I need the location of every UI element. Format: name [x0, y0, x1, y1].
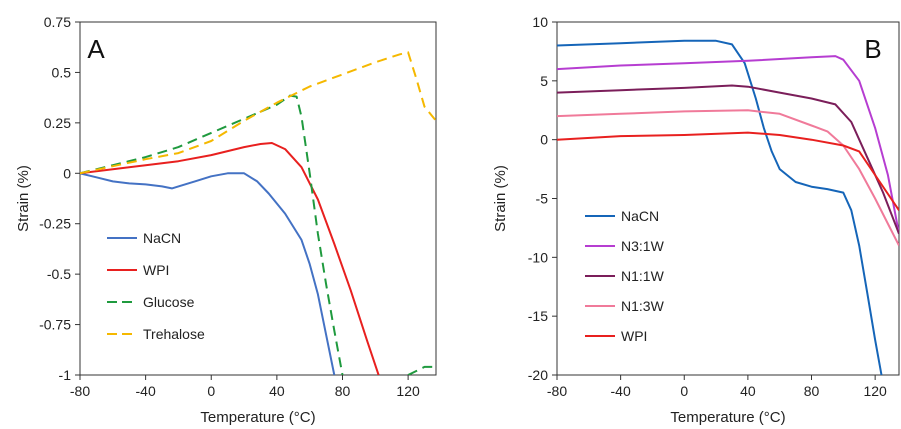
- y-tick-label: -5: [536, 191, 549, 207]
- legend-label: N1:3W: [621, 298, 665, 314]
- x-tick-label: 0: [680, 383, 688, 399]
- y-tick-label: 10: [532, 14, 548, 30]
- series-line-n1-1w: [557, 84, 899, 235]
- y-axis-title: Strain (%): [492, 165, 509, 232]
- x-tick-label: 80: [804, 383, 820, 399]
- series-line-n3-1w: [557, 55, 899, 234]
- legend-label: NaCN: [143, 230, 181, 246]
- x-axis-title: Temperature (°C): [200, 409, 315, 426]
- y-tick-label: 0.75: [44, 14, 71, 30]
- x-tick-label: -80: [547, 383, 567, 399]
- series-line-wpi: [557, 131, 899, 211]
- x-tick-label: 0: [207, 383, 215, 399]
- series-lines: [557, 39, 899, 375]
- y-tick-label: -20: [528, 367, 548, 383]
- series-line-glucose: [407, 365, 436, 375]
- y-axis-title: Strain (%): [15, 165, 32, 232]
- legend-label: Glucose: [143, 294, 195, 310]
- legend-label: WPI: [621, 328, 647, 344]
- y-tick-label: 0.5: [52, 64, 72, 80]
- x-tick-label: -40: [136, 383, 156, 399]
- series-line-trehalose: [80, 51, 436, 175]
- series-line-wpi: [80, 142, 380, 375]
- y-tick-label: 0: [540, 132, 548, 148]
- series-line-nacn: [557, 39, 883, 375]
- y-tick-label: 0.25: [44, 115, 71, 131]
- panel-letter: A: [87, 34, 105, 64]
- x-tick-label: 40: [269, 383, 285, 399]
- y-tick-label: -0.5: [47, 266, 71, 282]
- y-tick-label: -15: [528, 308, 548, 324]
- panel-letter: B: [864, 34, 881, 64]
- plot-frame: [79, 21, 437, 376]
- x-tick-label: -40: [611, 383, 631, 399]
- legend-label: NaCN: [621, 208, 659, 224]
- legend-label: WPI: [143, 262, 169, 278]
- x-tick-label: 120: [863, 383, 887, 399]
- legend-label: N1:1W: [621, 268, 665, 284]
- series-line-nacn: [80, 172, 336, 375]
- x-tick-label: 80: [335, 383, 351, 399]
- series-line-glucose: [80, 94, 344, 375]
- plot-frame: [556, 21, 900, 376]
- y-tick-label: -1: [59, 367, 72, 383]
- x-axis-title: Temperature (°C): [670, 409, 785, 426]
- chart-panel-b: 10 5 0 -5 -10 -15 -20-80 -40 0 40 80 120 Temperature…: [492, 14, 900, 426]
- y-tick-label: 5: [540, 73, 548, 89]
- y-tick-label: 0: [63, 165, 71, 181]
- y-tick-label: -0.75: [39, 317, 71, 333]
- chart-panel-a: 0.75 0.5 0.25 0 -0.25 -0.5 -0.75 -1-80 -40 0 40 80 1…: [15, 14, 437, 426]
- legend-label: N3:1W: [621, 238, 665, 254]
- series-line-n1-3w: [557, 109, 899, 247]
- x-tick-label: -80: [70, 383, 90, 399]
- x-tick-label: 40: [740, 383, 756, 399]
- x-tick-label: 120: [396, 383, 420, 399]
- series-lines: [80, 51, 436, 375]
- legend-label: Trehalose: [143, 326, 205, 342]
- y-tick-label: -10: [528, 249, 548, 265]
- y-tick-label: -0.25: [39, 216, 71, 232]
